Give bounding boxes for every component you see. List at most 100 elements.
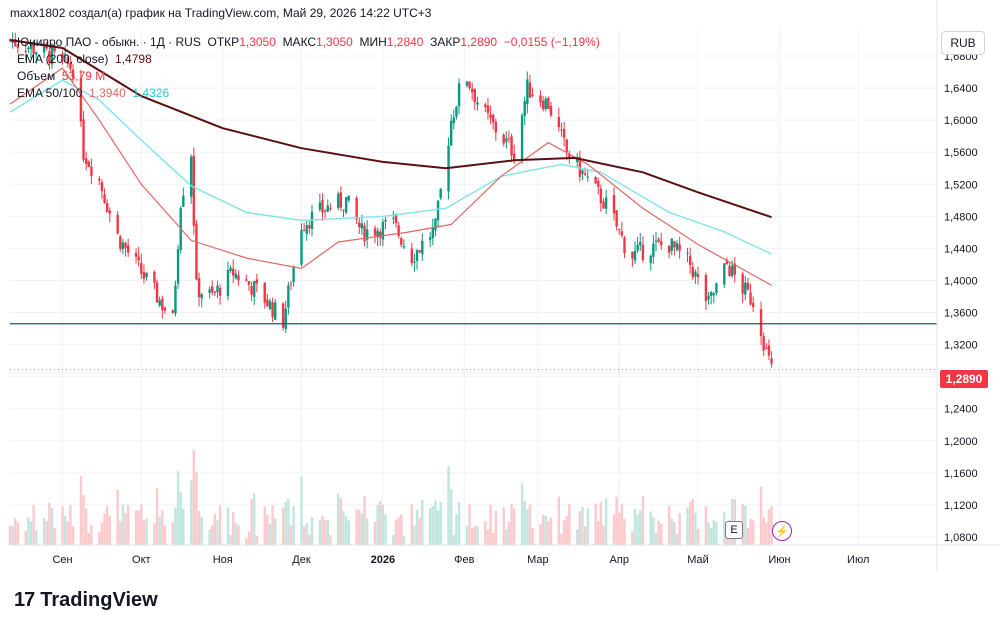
candle-body: [211, 286, 214, 293]
candle-body: [218, 287, 222, 296]
candle-body: [24, 50, 27, 53]
ema100-value: 1,4326: [132, 86, 170, 100]
volume-bar: [447, 466, 450, 545]
legend-volume-row[interactable]: Объем 53,79 M: [17, 68, 600, 85]
volume-bar: [560, 533, 563, 545]
candle-body: [145, 272, 148, 278]
ema200-line[interactable]: [9, 39, 772, 219]
volume-bar: [32, 504, 35, 545]
volume-bar: [11, 525, 14, 545]
y-tick-label: 1,4800: [944, 211, 978, 223]
volume-bar: [381, 504, 385, 545]
y-tick-label: 1,2000: [944, 436, 978, 448]
volume-bar: [16, 522, 20, 545]
candle-body: [216, 285, 219, 293]
candle-body: [379, 231, 382, 238]
candle-body: [436, 200, 440, 221]
volume-bar: [142, 520, 146, 545]
candle-body: [90, 166, 93, 176]
x-tick-label: Май: [687, 554, 709, 566]
volume-bar: [400, 514, 403, 545]
candle-body: [63, 54, 67, 56]
candle-body: [32, 43, 35, 54]
candle-body: [234, 273, 238, 279]
candle-body: [725, 260, 729, 264]
volume-bar: [484, 521, 487, 545]
volume-bar: [302, 526, 306, 545]
y-tick-label: 1,5200: [944, 179, 978, 191]
volume-bar: [513, 508, 516, 545]
x-tick-label: Сен: [52, 554, 72, 566]
candle-body: [281, 303, 285, 328]
candle-body: [751, 302, 755, 308]
candle-body: [360, 223, 364, 229]
legend-ema50100-row[interactable]: EMA 50/100 1,3940 1,4326: [17, 85, 600, 102]
volume-bar: [216, 519, 219, 545]
volume-bar: [192, 449, 196, 545]
candle-body: [620, 231, 624, 236]
candle-body: [308, 225, 311, 229]
volume-bar: [140, 504, 143, 545]
candle-body: [35, 52, 38, 55]
volume-bar: [161, 510, 164, 545]
volume-bar: [195, 472, 198, 545]
volume-bar: [749, 519, 752, 545]
candle-body: [103, 194, 106, 204]
volume-bar: [636, 514, 639, 545]
close-label: ЗАКР: [430, 35, 461, 49]
volume-bar: [82, 495, 85, 545]
legend-ema200-row[interactable]: EMA (200, close) 1,4798: [17, 51, 600, 68]
candle-body: [158, 300, 161, 306]
candle-body: [302, 230, 306, 232]
candle-body: [712, 293, 715, 296]
earnings-event-marker[interactable]: E: [725, 521, 743, 539]
volume-bar: [69, 505, 72, 545]
currency-button[interactable]: RUB: [941, 31, 985, 55]
volume-bar: [428, 508, 432, 545]
candle-body: [452, 117, 456, 124]
volume-bar: [232, 511, 235, 545]
volume-bar: [707, 522, 710, 545]
volume-bar: [455, 514, 458, 545]
candle-body: [142, 272, 146, 279]
candle-body: [174, 285, 177, 314]
candle-body: [192, 155, 196, 226]
candle-body: [652, 243, 655, 257]
candle-body: [618, 228, 621, 230]
candle-body: [707, 295, 710, 300]
volume-bar: [394, 519, 398, 545]
volume-bar: [415, 510, 419, 545]
candle-body: [649, 255, 652, 264]
volume-bar: [79, 476, 83, 545]
volume-bar: [465, 525, 469, 545]
low-value: 1,2840: [386, 35, 424, 49]
candle-body: [544, 98, 547, 109]
candle-body: [347, 195, 350, 201]
candle-body: [134, 252, 138, 257]
lightning-event-icon[interactable]: ⚡: [772, 521, 792, 541]
candle-body: [98, 178, 101, 181]
volume-bar: [565, 516, 568, 545]
volume-bar: [182, 508, 185, 545]
volume-bars: [8, 449, 773, 545]
volume-bar: [531, 527, 534, 545]
tradingview-logo[interactable]: 17 TradingView: [14, 589, 158, 612]
symbol-name[interactable]: Юнипро ПАО - обыкн. · 1Д · RUS: [17, 35, 201, 49]
volume-bar: [623, 519, 626, 545]
ema50-line[interactable]: [9, 67, 772, 286]
ema100-line[interactable]: [9, 79, 772, 255]
last-price-tag: 1,2890: [940, 370, 988, 388]
candle-body: [428, 237, 432, 240]
volume-bar: [263, 506, 266, 545]
candle-body: [510, 136, 513, 156]
x-tick-label: Дек: [292, 554, 311, 566]
volume-bar: [544, 515, 547, 545]
volume-bar: [604, 498, 608, 545]
volume-bar: [326, 519, 329, 545]
candle-body: [53, 47, 56, 52]
volume-bar: [725, 533, 729, 545]
candle-body: [597, 181, 600, 187]
volume-bar: [98, 531, 101, 545]
volume-bar: [678, 513, 681, 545]
